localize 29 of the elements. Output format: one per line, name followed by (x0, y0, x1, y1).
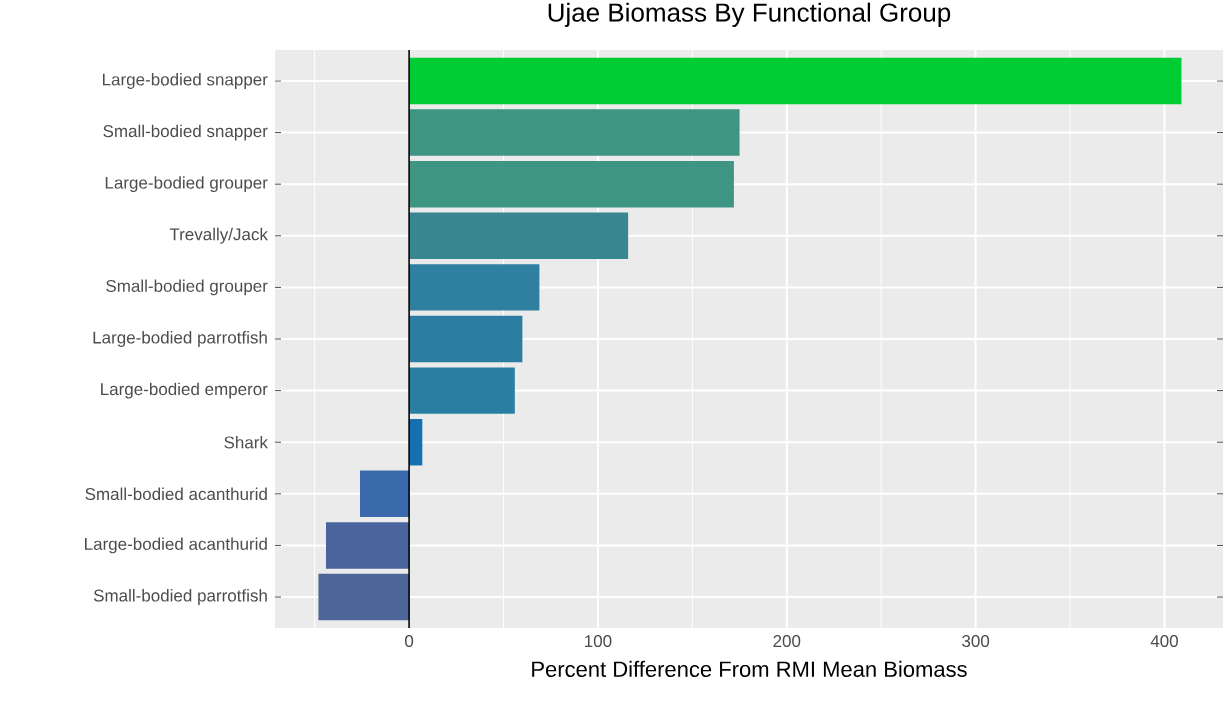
y-tick-label: Small-bodied parrotfish (93, 589, 267, 605)
y-tick-label: Shark (224, 435, 268, 449)
x-tick-label: 0 (405, 635, 414, 648)
bar (409, 315, 523, 363)
x-tick-label: 400 (1150, 635, 1178, 648)
bar (409, 160, 734, 208)
x-tick-label: 200 (773, 635, 801, 648)
bar (409, 212, 629, 260)
bar (318, 573, 410, 621)
bar (409, 418, 423, 466)
bar (409, 264, 540, 311)
bar (409, 109, 740, 156)
bar (409, 367, 515, 414)
x-tick-label: 300 (962, 635, 990, 648)
bar (359, 470, 410, 518)
bar (409, 57, 1182, 105)
y-tick-label: Small-bodied acanthurid (85, 487, 267, 501)
bar (326, 522, 410, 569)
y-tick-label: Small-bodied snapper (103, 124, 268, 141)
x-axis-title: Percent Difference From RMI Mean Biomass (532, 660, 967, 677)
y-tick-label: Large-bodied grouper (105, 176, 268, 193)
y-tick-label: Large-bodied parrotfish (93, 331, 267, 347)
y-tick-label: Trevally/Jack (169, 227, 268, 244)
x-tick-label: 100 (585, 635, 612, 648)
y-tick-label: Large-bodied acanthurid (85, 537, 267, 554)
chart-title: Ujae Biomass By Functional Group (548, 2, 951, 27)
y-tick-label: Small-bodied grouper (106, 279, 268, 296)
y-tick-label: Large-bodied snapper (102, 73, 268, 89)
y-tick-label: Large-bodied emperor (101, 382, 268, 399)
